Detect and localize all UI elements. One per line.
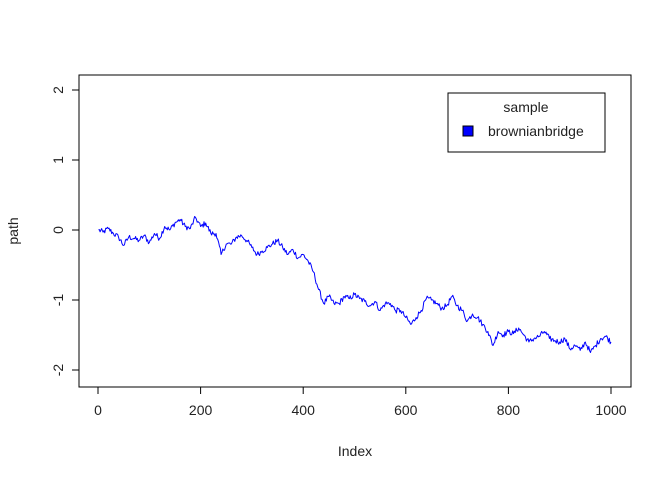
- series-layer: [98, 216, 612, 353]
- x-tick-label: 1000: [595, 402, 626, 418]
- series-line-brownianbridge: [98, 216, 612, 353]
- legend-title: sample: [503, 99, 548, 115]
- legend-label: brownianbridge: [488, 123, 584, 139]
- y-tick-label: 2: [50, 86, 66, 94]
- x-tick-label: 600: [394, 402, 418, 418]
- x-tick-label: 200: [189, 402, 213, 418]
- y-tick-label: 1: [50, 156, 66, 164]
- legend-box: [447, 92, 606, 153]
- legend: sample brownianbridge: [447, 92, 606, 153]
- x-tick-label: 0: [94, 402, 102, 418]
- y-axis: -2 -1 0 1 2: [50, 86, 80, 377]
- x-axis: 0 200 400 600 800 1000: [94, 386, 627, 418]
- legend-swatch: [462, 125, 474, 137]
- y-tick-label: -2: [50, 364, 66, 377]
- x-tick-label: 400: [292, 402, 316, 418]
- y-axis-title: path: [5, 217, 21, 244]
- x-axis-title: Index: [338, 443, 372, 459]
- y-tick-label: 0: [50, 226, 66, 234]
- y-tick-label: -1: [50, 294, 66, 307]
- x-tick-label: 800: [497, 402, 521, 418]
